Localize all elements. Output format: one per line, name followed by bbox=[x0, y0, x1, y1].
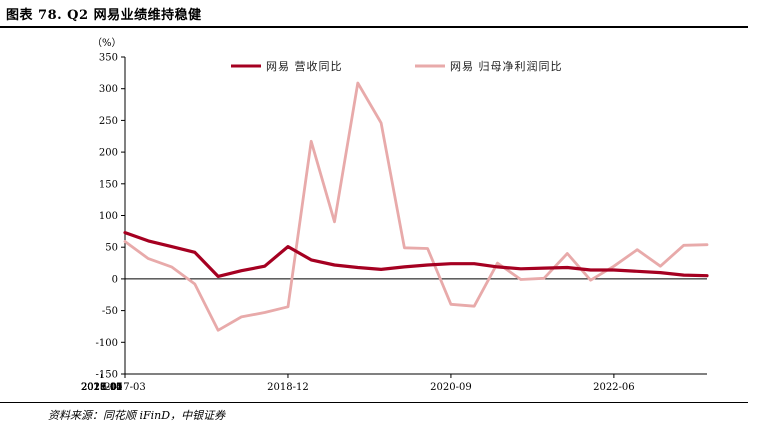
x-tick-label: 2023-01 bbox=[81, 382, 123, 393]
series-line-2 bbox=[123, 81, 709, 332]
y-tick-label: 350 bbox=[99, 53, 118, 64]
axes bbox=[124, 57, 707, 375]
x-tick-label: 2021-11 bbox=[81, 382, 123, 393]
y-tick-label: 200 bbox=[99, 148, 118, 159]
legend: 网易 营收同比 网易 归母净利润同比 bbox=[231, 59, 563, 73]
legend-label-1: 网易 营收同比 bbox=[266, 59, 343, 73]
x-tick-label: 2020-09 bbox=[430, 382, 472, 393]
figure-title: 图表 78. Q2 网易业绩维持稳健 bbox=[6, 8, 202, 23]
series-line-1 bbox=[123, 231, 709, 278]
x-tick-label: 2019-07 bbox=[81, 382, 123, 393]
y-tick-label: 250 bbox=[99, 116, 118, 127]
x-tick-label: 2017-10 bbox=[81, 382, 123, 393]
y-tick-label: 150 bbox=[99, 179, 118, 190]
y-tick-label: 0 bbox=[112, 274, 118, 285]
series-lines bbox=[123, 81, 709, 332]
y-tick-label: -100 bbox=[96, 338, 118, 349]
y-tick-label: -50 bbox=[102, 306, 118, 317]
x-tick-label: 2017-03 bbox=[104, 382, 146, 393]
x-tick-label: 2021-04 bbox=[81, 382, 123, 393]
legend-label-2: 网易 归母净利润同比 bbox=[450, 59, 563, 73]
y-tick-label: 100 bbox=[99, 211, 118, 222]
x-tick-label: 2018-12 bbox=[267, 382, 309, 393]
y-tick-label: 300 bbox=[99, 84, 118, 95]
x-tick-label: 2020-02 bbox=[81, 382, 123, 393]
y-tick-labels: 350 300 250 200 150 100 50 0 -50 -100 -150 bbox=[96, 53, 125, 381]
y-tick-label: -150 bbox=[96, 370, 118, 381]
y-tick-label: 50 bbox=[105, 243, 118, 254]
top-rule bbox=[0, 26, 748, 28]
bottom-rule bbox=[0, 402, 748, 403]
x-tick-label: 2018-05 bbox=[81, 382, 123, 393]
x-tick-label: 2022-06 bbox=[593, 382, 635, 393]
source-note: 资料来源：同花顺 iFinD，中银证券 bbox=[48, 409, 226, 422]
y-unit-label: （%） bbox=[92, 37, 122, 49]
